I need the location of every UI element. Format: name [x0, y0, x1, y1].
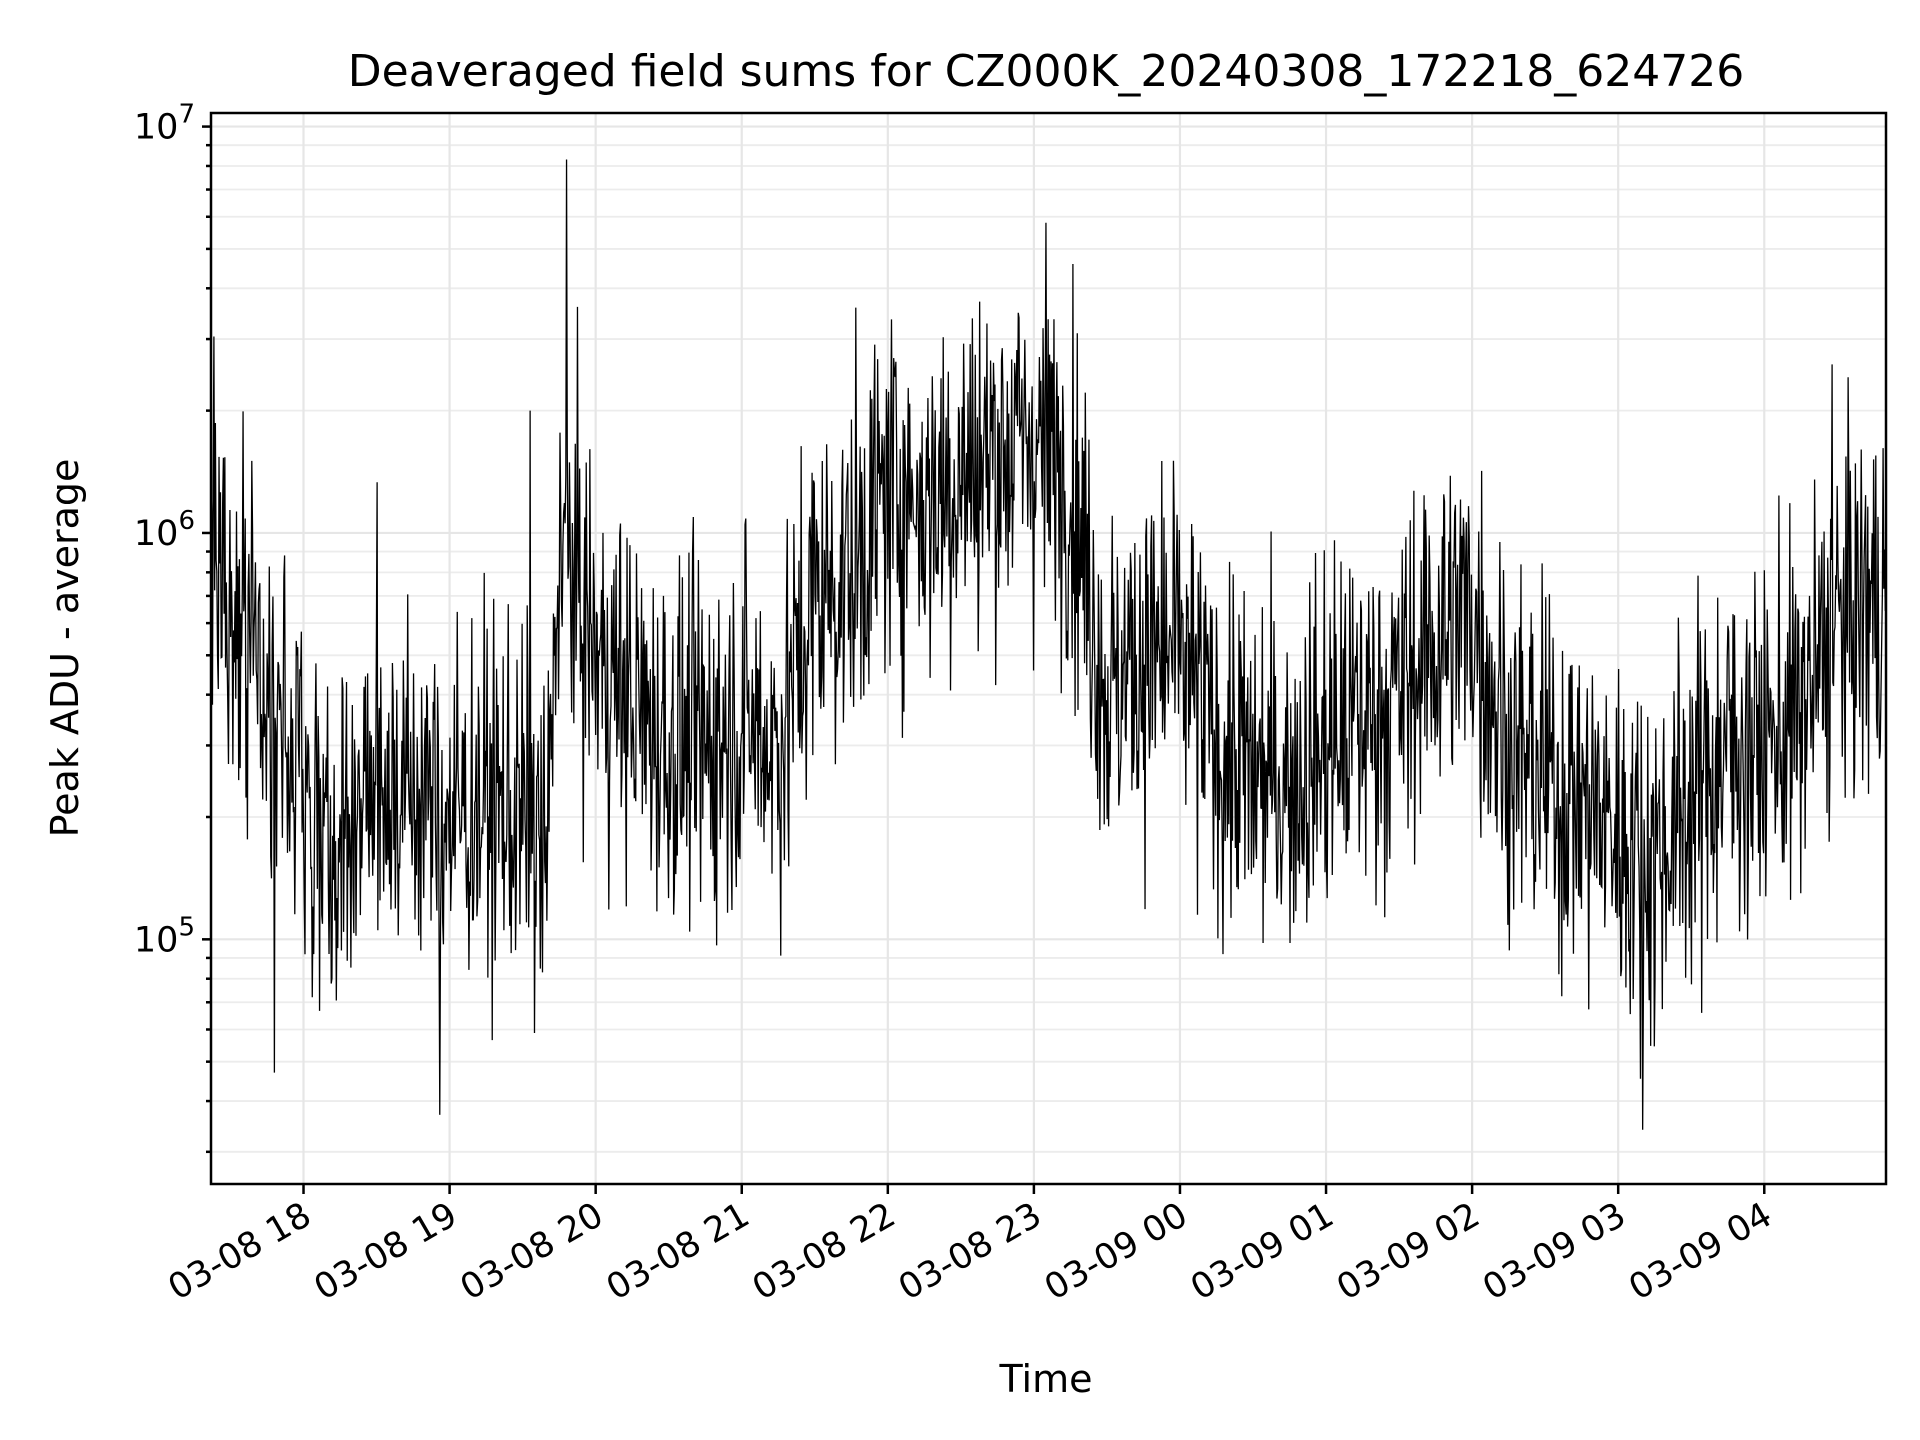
chart-title: Deaveraged field sums for CZ000K_2024030… — [348, 46, 1745, 97]
series-layer — [210, 159, 1887, 1130]
series-line — [210, 159, 1887, 1130]
y-tick-label: 105 — [134, 912, 195, 960]
y-axis-label: Peak ADU - average — [43, 459, 87, 838]
plot-frame — [209, 111, 1888, 1186]
y-tick-label: 106 — [134, 506, 195, 554]
y-tick-label: 107 — [134, 100, 195, 148]
x-axis-label: Time — [999, 1357, 1093, 1401]
